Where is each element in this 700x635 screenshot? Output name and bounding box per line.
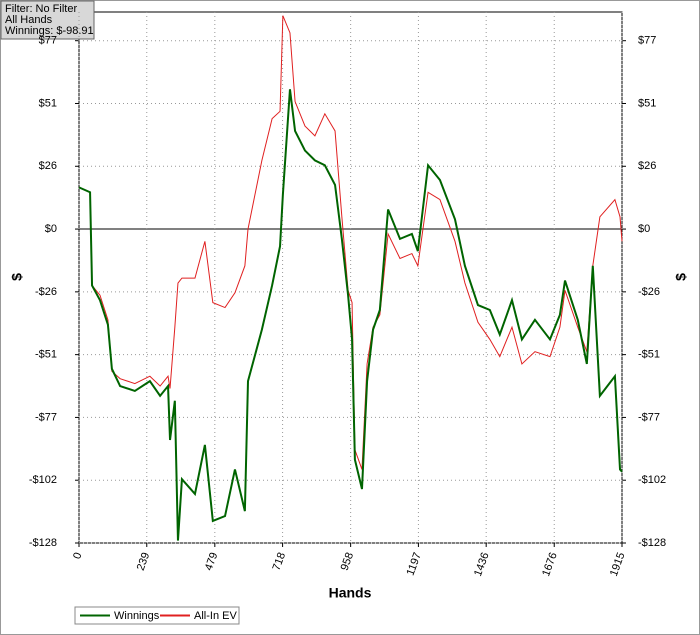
y-tick-label: -$128 [29,537,57,549]
y-tick-label: -$102 [29,474,57,486]
y-tick-label-right: -$51 [638,349,660,361]
series-line [78,89,623,541]
winnings-text: Winnings: $-98.91 [5,25,94,37]
y-tick-label-right: -$128 [638,537,666,549]
filter-text: Filter: No Filter [5,3,77,15]
legend [74,606,240,625]
y-tick-label: $0 [45,223,57,235]
y-tick-label: $77 [39,35,57,47]
x-axis-title: Hands [329,585,372,601]
y-tick-label-right: $77 [638,35,656,47]
y-tick-label-right: -$77 [638,411,660,423]
legend-label: Winnings [114,610,160,622]
y-axis-title: $ [9,273,25,281]
y-tick-label-right: -$102 [638,474,666,486]
y-tick-label: -$51 [35,349,57,361]
y-tick-label-right: -$26 [638,286,660,298]
hands-text: All Hands [5,14,53,26]
y-tick-label: $51 [39,97,57,109]
x-tick-label: 718 [271,551,289,572]
y-tick-label: -$77 [35,411,57,423]
y-tick-label-right: $26 [638,160,656,172]
y-tick-label-right: $0 [638,223,650,235]
legend-label: All-In EV [194,610,237,622]
y-tick-label-right: $51 [638,97,656,109]
x-tick-label: 239 [135,551,153,572]
x-tick-label: 958 [339,551,357,572]
series-line [78,15,623,470]
y-tick-label: -$26 [35,286,57,298]
y-tick-label: $26 [39,160,57,172]
y-axis-title-right: $ [673,273,689,281]
x-tick-label: 0 [71,551,84,561]
x-tick-label: 479 [203,551,221,572]
